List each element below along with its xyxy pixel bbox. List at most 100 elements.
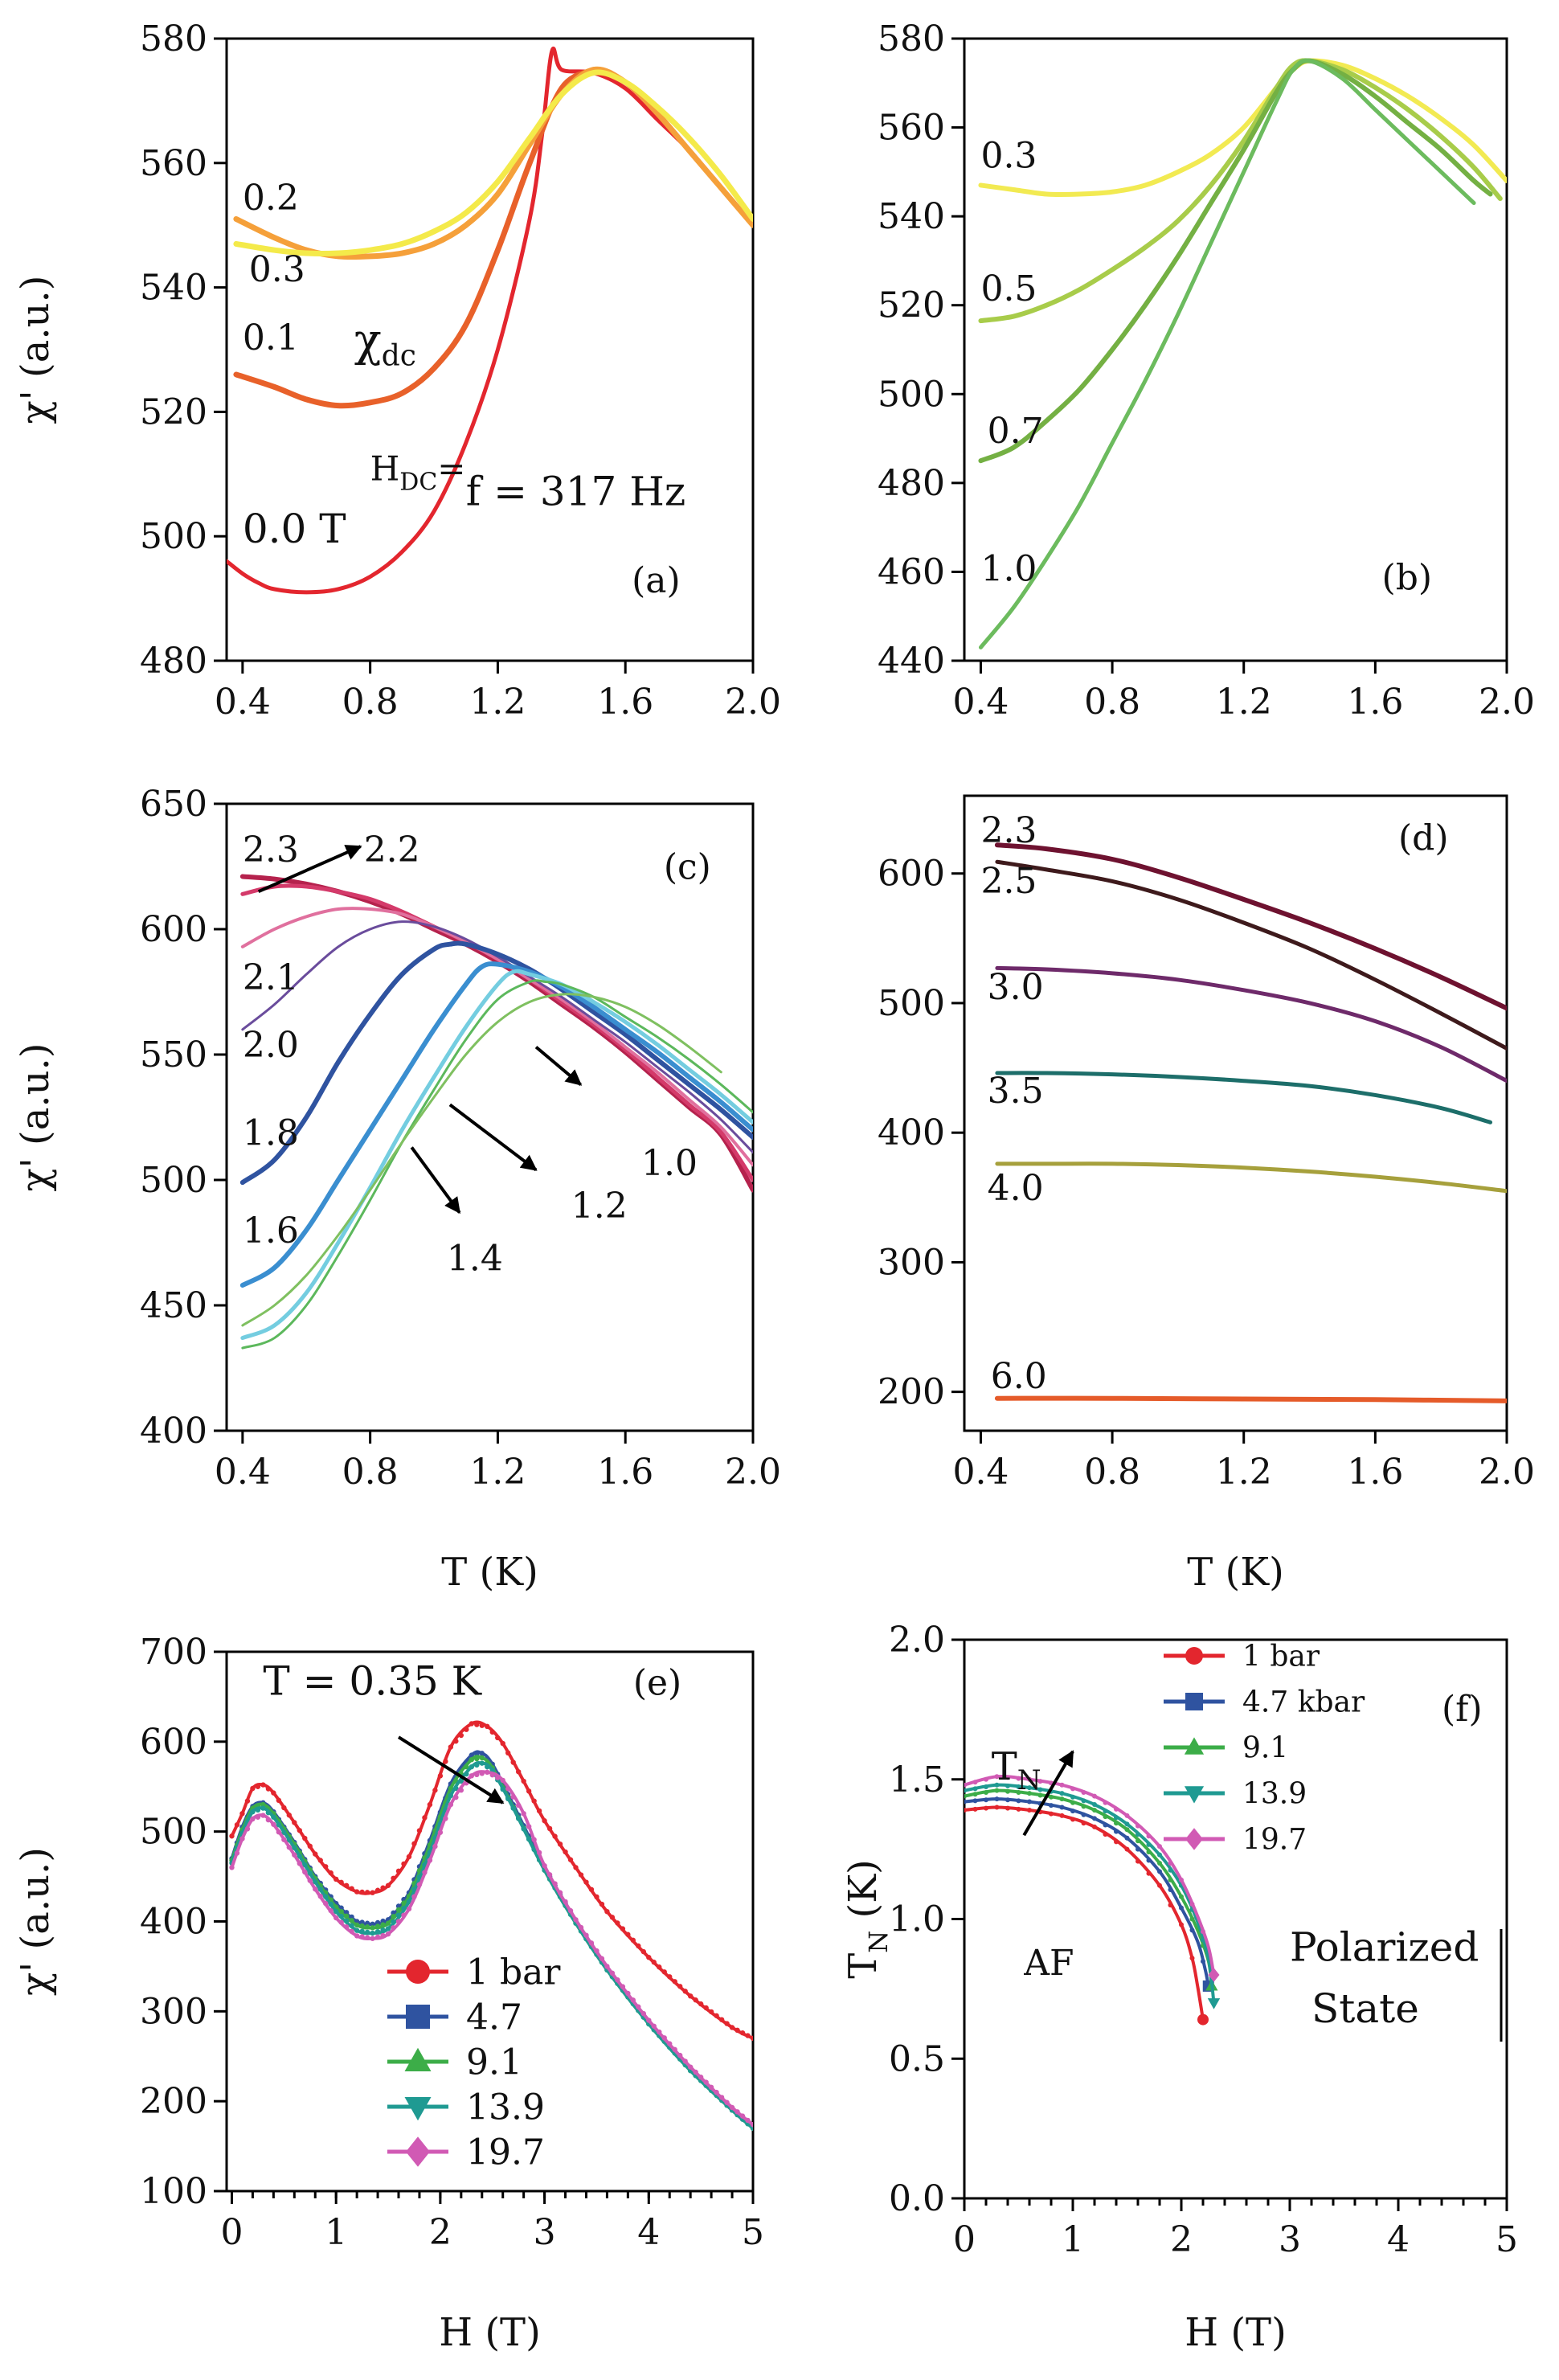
legend-marker [1184, 1737, 1205, 1755]
annotation-label: 0.3 [249, 249, 305, 290]
series-point [323, 1900, 329, 1907]
series-point [1179, 1905, 1184, 1911]
series-point [359, 1919, 365, 1925]
series-point [443, 1759, 448, 1764]
x-tick-label: 1.2 [1216, 1452, 1272, 1493]
series-point [469, 1763, 475, 1770]
x-tick-label: 0 [220, 2212, 243, 2253]
annotation-label: (e) [633, 1663, 681, 1704]
y-tick-label: 100 [140, 2171, 207, 2212]
series-line-0.2 [233, 66, 753, 260]
series-point [573, 1865, 579, 1870]
annotation-label: 0.3 [980, 135, 1037, 176]
x-axis-label: H (T) [1185, 2310, 1287, 2355]
series-point [1070, 1800, 1075, 1805]
series-point [1146, 1833, 1152, 1839]
series-point [515, 1816, 522, 1821]
annotation-label: AF [1023, 1943, 1074, 1984]
series-point [667, 2041, 673, 2046]
annotation-label: 0.2 [243, 178, 299, 219]
series-point [458, 1732, 464, 1739]
annotation-label: 6.0 [991, 1356, 1047, 1397]
series-point [636, 2004, 641, 2009]
y-tick-label: 1.5 [889, 1759, 945, 1800]
series-point [515, 1802, 522, 1809]
series-point [374, 1923, 381, 1929]
x-tick-label: 0.8 [342, 1452, 399, 1493]
x-tick-label: 0.4 [215, 1452, 271, 1493]
series-point [479, 1751, 485, 1756]
series-point [1146, 1870, 1152, 1876]
series-line-0.7 [978, 58, 1493, 464]
series-point [1146, 1841, 1152, 1847]
y-tick-label: 500 [878, 374, 945, 415]
series-point [594, 1894, 599, 1900]
series-line-0.3 [978, 58, 1507, 198]
series-line-1.2 [241, 979, 753, 1350]
annotation-label: (b) [1382, 558, 1433, 599]
series-point [1059, 1782, 1065, 1788]
series-point [1157, 1852, 1162, 1858]
series-point [307, 1870, 313, 1876]
series-point [313, 1879, 318, 1885]
plot-area [994, 842, 1507, 1403]
series-point [972, 1786, 978, 1792]
series-point [557, 1890, 563, 1895]
series-point [1103, 1800, 1108, 1805]
series-point [458, 1778, 464, 1784]
series-point [651, 2023, 657, 2029]
legend-marker [1184, 1786, 1205, 1804]
series-point [411, 1886, 417, 1892]
series-point [1092, 1807, 1097, 1813]
annotation-label: (d) [1398, 818, 1449, 859]
y-tick-label: 600 [140, 909, 207, 950]
series-point [469, 1757, 475, 1763]
series-point [380, 1922, 386, 1927]
series-point [972, 1780, 978, 1785]
series-line-4.7-kbar [964, 1797, 1210, 1988]
y-tick-label: 520 [878, 285, 945, 326]
series-point [250, 1785, 256, 1792]
series-point [984, 1784, 988, 1790]
series-point [328, 1907, 333, 1914]
panel-d: 0.4 0.8 1.2 1.6 2.0 200 300 400 500 600 T (K) 2.3 2.… [878, 794, 1535, 1595]
series-point [427, 1801, 433, 1808]
series-point [286, 1813, 293, 1818]
series-point [234, 1822, 240, 1828]
series-point [479, 1723, 485, 1728]
legend-marker [1185, 1647, 1203, 1665]
series-point [1070, 1794, 1075, 1800]
series-point [432, 1788, 438, 1793]
series-point [380, 1918, 386, 1924]
annotation-label: 2.2 [364, 830, 420, 870]
x-tick-label: 1.6 [597, 682, 653, 723]
y-tick-label: 2.0 [889, 1620, 945, 1661]
series-point [302, 1862, 308, 1868]
annotation-label: f = 317 Hz [466, 469, 685, 515]
y-tick-label: 400 [140, 1411, 207, 1452]
series-point [1135, 1823, 1140, 1829]
series-point [677, 1984, 683, 1989]
x-tick-label: 3 [534, 2212, 556, 2253]
series-point [343, 1910, 350, 1915]
series-point [972, 1806, 978, 1812]
series-point [505, 1796, 511, 1802]
series-point [609, 1970, 616, 1977]
series-point [745, 2117, 751, 2124]
series-point [1124, 1835, 1130, 1841]
series-point [313, 1886, 318, 1892]
annotation-label: 2.3 [980, 810, 1037, 851]
series-point [297, 1854, 302, 1859]
series-point [416, 1828, 423, 1833]
series-point [687, 1993, 694, 1999]
series-point [260, 1801, 266, 1808]
y-axis-label: TN (K) [841, 1859, 894, 1979]
series-point [563, 1849, 568, 1855]
series-point [411, 1894, 417, 1899]
series-point [281, 1829, 287, 1835]
annotation-label: 0.1 [243, 317, 299, 358]
series-point [385, 1920, 391, 1926]
series-point [531, 1798, 537, 1804]
series-point [1016, 1789, 1021, 1795]
